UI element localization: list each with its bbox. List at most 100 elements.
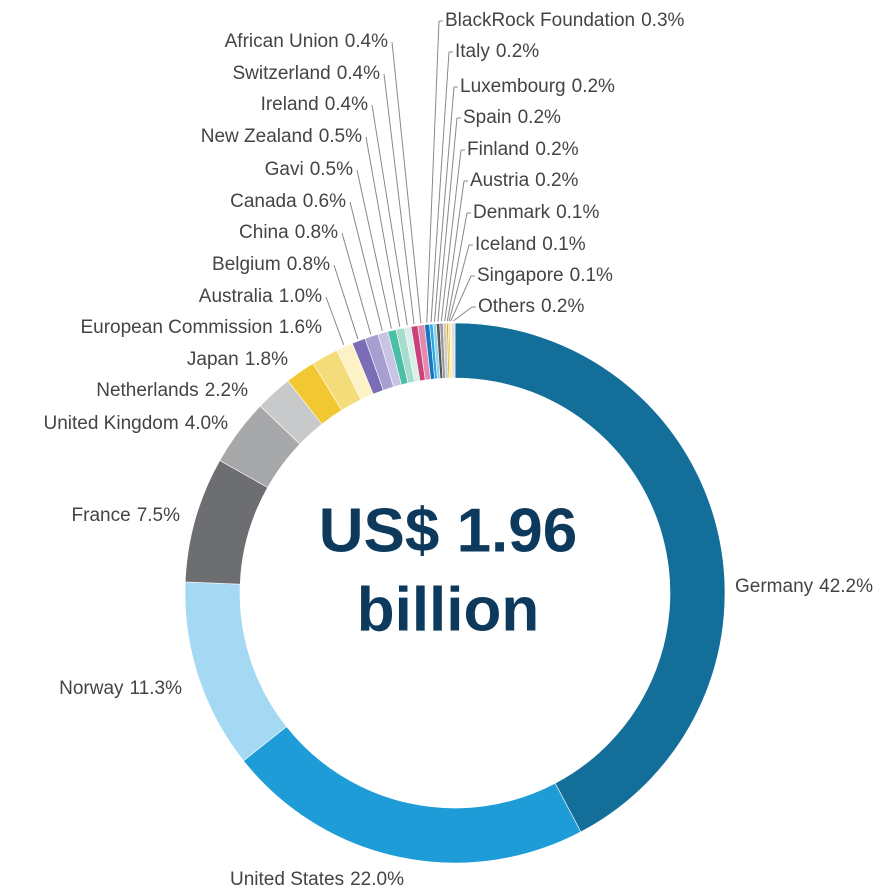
leader-line [349,201,383,332]
slice-label: Others 0.2% [478,296,584,317]
slice-label: Finland 0.2% [467,139,579,160]
label-name: United Kingdom [43,413,178,434]
slice-label: Luxembourg 0.2% [460,76,615,97]
label-name: Switzerland [232,63,330,84]
label-value: 0.3% [641,10,684,31]
slice-label: Italy 0.2% [455,41,539,62]
label-value: 22.0% [350,869,404,890]
label-value: 7.5% [137,505,180,526]
label-name: France [72,505,131,526]
slice-label: New Zealand 0.5% [201,126,362,147]
label-name: Canada [230,191,297,212]
slice-label: African Union 0.4% [225,31,388,52]
label-name: Finland [467,139,529,160]
label-value: 0.2% [496,41,539,62]
label-name: Austria [470,170,530,191]
slice-label: Netherlands 2.2% [96,380,248,401]
label-value: 1.6% [279,317,322,338]
label-name: Singapore [477,265,564,286]
slice-label: Canada 0.6% [230,191,346,212]
leader-line [371,104,408,326]
slice-label: France 7.5% [72,505,181,526]
slice [454,322,726,833]
label-name: Denmark [473,202,551,223]
slice-label: China 0.8% [239,222,338,243]
label-value: 42.2% [819,576,873,597]
leader-line [333,264,359,340]
slice-label: Belgium 0.8% [212,254,330,275]
leader-line [365,136,401,327]
label-value: 0.4% [325,94,368,115]
label-name: African Union [225,31,339,52]
slice-label: Gavi 0.5% [265,159,353,180]
slice-label: Switzerland 0.4% [232,63,380,84]
label-name: New Zealand [201,126,313,147]
slice-label: Japan 1.8% [187,349,288,370]
label-value: 0.1% [556,202,599,223]
slice-label: Germany 42.2% [735,576,873,597]
label-value: 0.5% [319,126,362,147]
leader-line [444,180,465,322]
label-value: 0.1% [570,265,613,286]
leader-line [356,169,392,329]
label-name: China [239,222,289,243]
slice-label: Iceland 0.1% [475,234,586,255]
label-name: Netherlands [96,380,198,401]
slice-label: BlackRock Foundation 0.3% [445,10,685,31]
slice-label: Denmark 0.1% [473,202,599,223]
label-value: 0.2% [572,76,615,97]
label-name: Norway [59,678,124,699]
label-name: BlackRock Foundation [445,10,635,31]
label-name: Luxembourg [460,76,566,97]
leader-line [391,41,422,324]
label-name: Germany [735,576,814,597]
slice [184,581,287,762]
label-name: Others [478,296,535,317]
center-text: US$ 1.96 [319,496,578,565]
label-value: 4.0% [185,413,228,434]
leader-line [446,212,468,322]
label-name: European Commission [80,317,272,338]
leader-line [383,73,415,325]
label-value: 1.0% [279,286,322,307]
leader-line [450,275,472,322]
slice-label: United Kingdom 4.0% [43,413,228,434]
label-name: Australia [199,286,273,307]
label-value: 0.2% [541,296,584,317]
label-value: 0.4% [337,63,380,84]
label-value: 0.6% [303,191,346,212]
label-value: 11.3% [130,678,183,699]
leader-line [430,51,450,323]
label-value: 0.1% [542,234,585,255]
slice-label: Norway 11.3% [59,678,182,699]
slice [451,322,456,379]
label-name: Spain [463,107,512,128]
leader-line [452,306,473,322]
label-value: 0.5% [310,159,353,180]
label-value: 0.2% [518,107,561,128]
center-text: billion [357,575,540,644]
slice-label: United States 22.0% [230,869,404,890]
leader-line [341,232,372,335]
slice [243,726,582,864]
leader-line [325,296,345,346]
label-value: 0.2% [535,139,578,160]
slice-label: European Commission 1.6% [80,317,322,338]
slice-label: Spain 0.2% [463,107,561,128]
label-value: 0.4% [345,31,388,52]
label-value: 0.2% [535,170,578,191]
label-value: 2.2% [205,380,248,401]
label-value: 1.8% [245,349,288,370]
label-value: 0.8% [287,254,330,275]
label-value: 0.8% [295,222,338,243]
leader-line [437,117,458,322]
leader-line [448,244,470,322]
label-name: Belgium [212,254,281,275]
slice-label: Australia 1.0% [199,286,322,307]
label-name: United States [230,869,344,890]
label-name: Ireland [261,94,319,115]
label-name: Iceland [475,234,536,255]
slice-label: Singapore 0.1% [477,265,613,286]
leader-line [433,86,455,322]
